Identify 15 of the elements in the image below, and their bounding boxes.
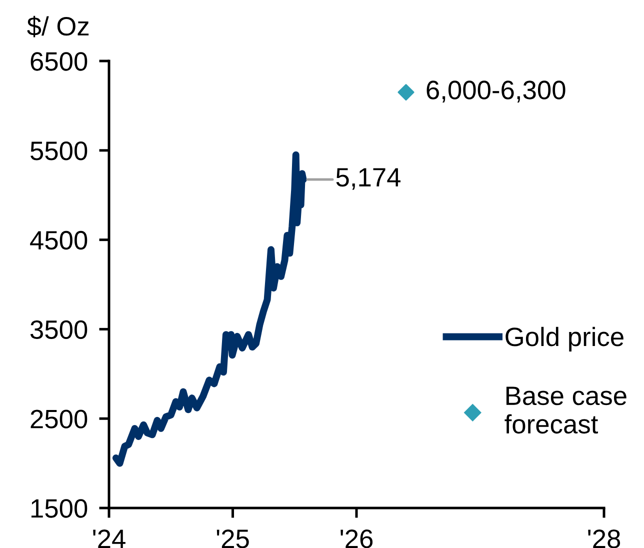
x-tick-label: '25 xyxy=(216,530,249,548)
y-axis-title: $/ Oz xyxy=(27,16,89,38)
x-tick-label: '26 xyxy=(340,530,373,548)
legend-label: Gold price xyxy=(506,326,624,352)
x-tick-label: '24 xyxy=(93,530,126,548)
y-tick-label: 2500 xyxy=(30,410,88,428)
y-tick-label: 3500 xyxy=(30,320,88,340)
y-tick-label: 6500 xyxy=(30,52,88,71)
x-tick-label: '28 xyxy=(588,530,620,548)
y-tick-label: 4500 xyxy=(30,230,88,250)
legend-label: Base case forecast xyxy=(504,386,626,434)
y-tick-label: 5500 xyxy=(30,142,88,160)
annotation: 5,174 xyxy=(336,168,400,190)
y-tick-label: 1500 xyxy=(31,499,88,518)
annotation: 6,000-6,300 xyxy=(426,80,566,102)
